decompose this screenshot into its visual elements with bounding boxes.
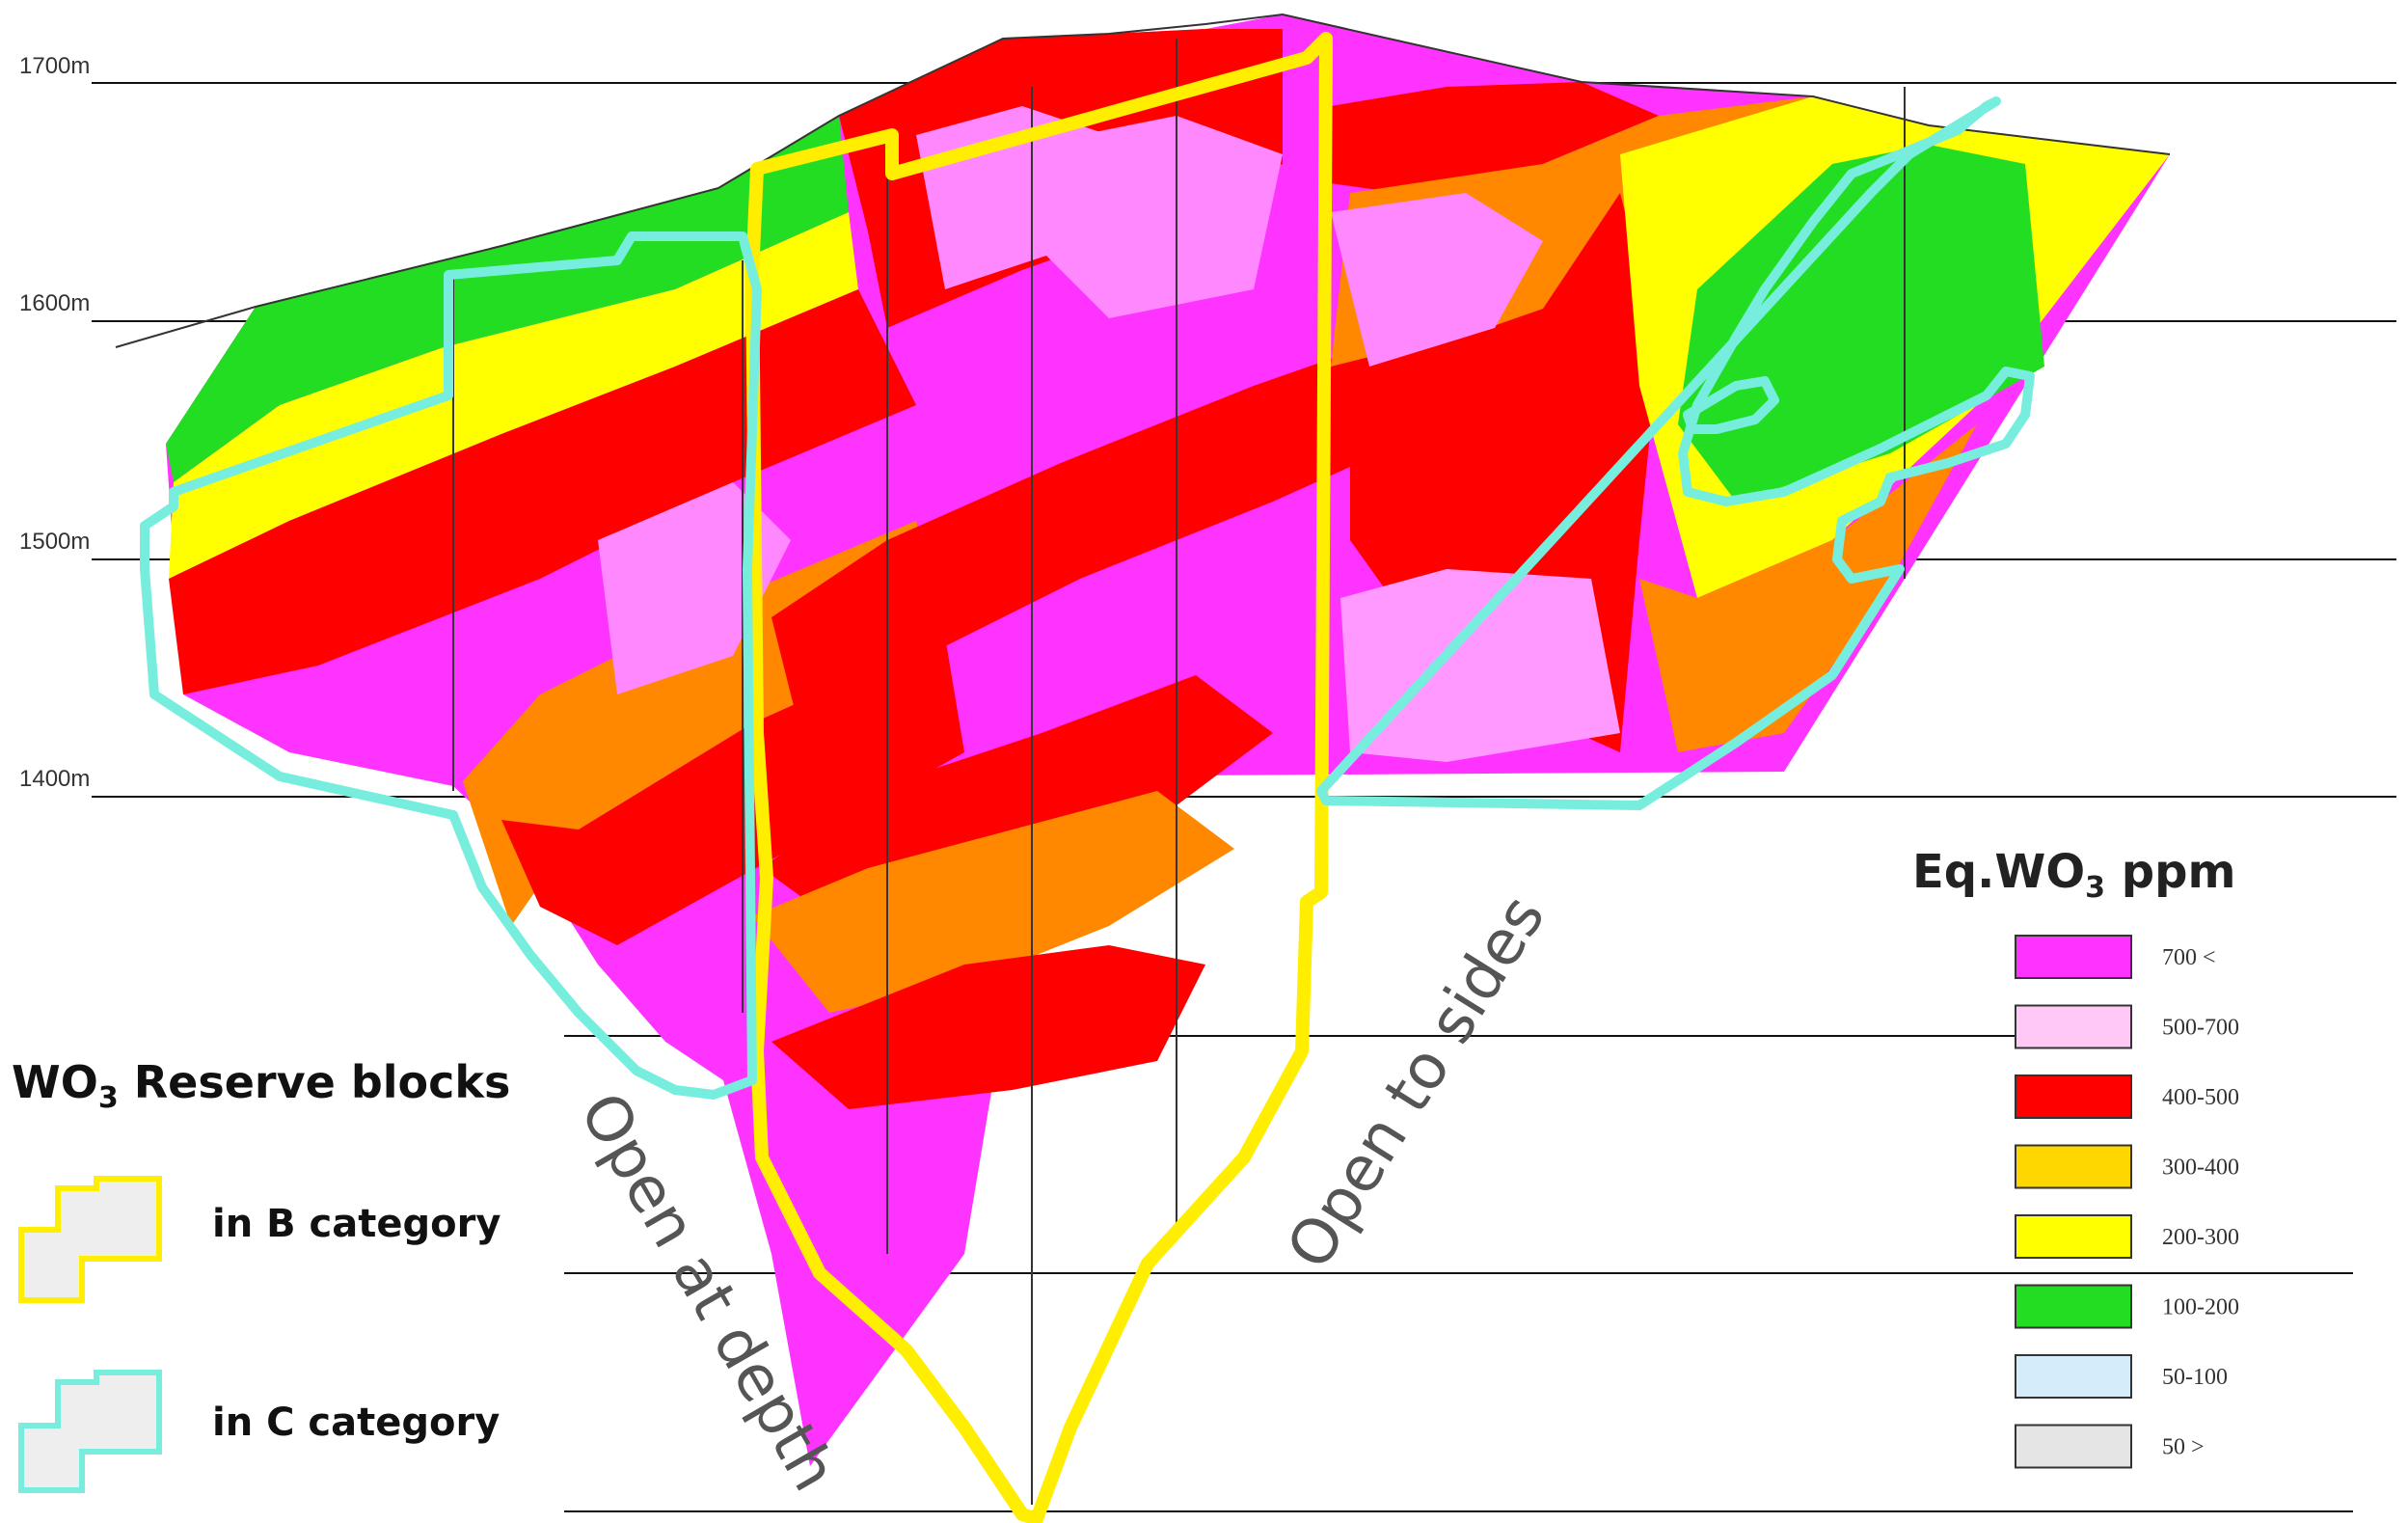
grade-legend-label: 100-200 [2162, 1295, 2239, 1320]
reserve-block-c-inner-loop [1683, 376, 1779, 434]
open-to-sides-label: Open to sides [1274, 884, 1559, 1282]
grade-legend-label: 500-700 [2162, 1016, 2239, 1041]
grade-zone-300-400-right-low [1639, 424, 1977, 752]
reserve-legend: WO3 Reserve blocks in B category in C ca… [12, 1056, 510, 1493]
reserve-block-c-outline-right [1316, 96, 2035, 810]
grade-zone-400-500-lowleft [501, 637, 964, 945]
reserve-block-c-outline-left [140, 231, 762, 1100]
reserve-legend-c-swatch [18, 1370, 162, 1493]
grade-legend-swatch [2015, 1354, 2132, 1399]
grade-zone-100-200-left [166, 116, 849, 482]
reserve-legend-c-label: in C category [212, 1401, 500, 1445]
grade-legend-swatch [2015, 1004, 2132, 1049]
grade-zone-500-700-c [1331, 193, 1543, 367]
elevation-label-1500: 1500m [19, 529, 90, 555]
grade-legend-swatch [2015, 935, 2132, 979]
grade-legend-label: 50 > [2162, 1435, 2205, 1460]
grade-legend-items: 700 < 500-700 400-500 300-400 200-300 100-200… [2015, 935, 2239, 1469]
grade-zone-400-500-right-upper [1331, 82, 1659, 193]
elevation-label-1600: 1600m [19, 290, 90, 316]
block-model [166, 14, 2170, 1466]
grade-zone-300-400-center [752, 791, 1234, 1013]
grade-zone-400-500-left [169, 289, 916, 694]
grade-zone-400-500-deep [771, 945, 1205, 1109]
elevation-label-1700: 1700m [19, 53, 90, 79]
grade-legend-title: Eq.WO3 ppm [1912, 845, 2235, 905]
reserve-legend-b-swatch [18, 1176, 162, 1303]
topography-line [115, 13, 2171, 348]
elevation-label-1400: 1400m [19, 766, 90, 792]
grade-legend-swatch [2015, 1284, 2132, 1329]
grade-legend-label: 300-400 [2162, 1156, 2239, 1181]
grade-zone-500-700-b [1032, 116, 1283, 318]
grade-legend-swatch [2015, 1214, 2132, 1259]
grade-legend-label: 200-300 [2162, 1225, 2239, 1250]
grade-zone-200-300-left [169, 212, 858, 579]
grade-zone-500-700-right [1340, 569, 1620, 762]
drill-holes [452, 39, 1906, 1505]
grade-legend-swatch [2015, 1074, 2132, 1119]
grade-legend-swatch [2015, 1144, 2132, 1189]
grade-legend-label: 50-100 [2162, 1365, 2228, 1390]
grade-legend-swatch [2015, 1424, 2132, 1469]
reserve-legend-title: WO3 Reserve blocks [12, 1056, 510, 1115]
reserve-legend-b-label: in B category [212, 1202, 501, 1246]
grade-legend-label: 700 < [2162, 945, 2216, 970]
grade-legend: Eq.WO3 ppm 700 < 500-700 400-500 300-400 200… [1912, 845, 2239, 1469]
grade-legend-label: 400-500 [2162, 1085, 2239, 1110]
reserve-block-b-outline [745, 32, 1333, 1523]
